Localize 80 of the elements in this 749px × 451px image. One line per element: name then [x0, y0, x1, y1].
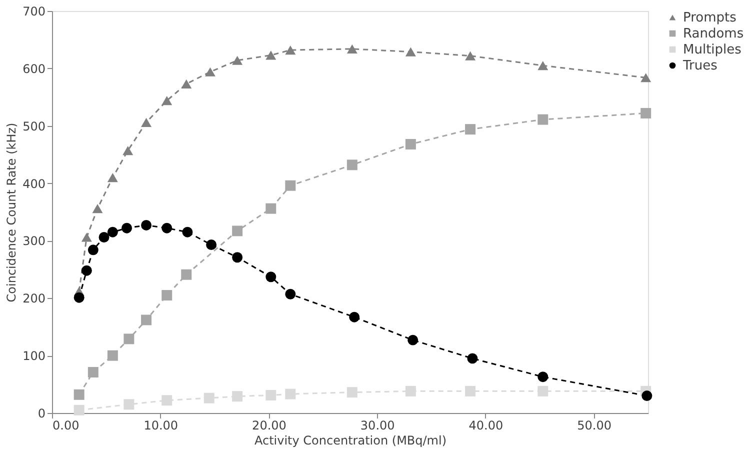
- point: [266, 272, 276, 282]
- y-tick-label: 400: [22, 176, 46, 191]
- point: [285, 46, 296, 55]
- point: [81, 265, 92, 276]
- point: [232, 56, 243, 65]
- point: [124, 334, 134, 344]
- y-tick-label: 700: [22, 4, 46, 18]
- x-tick-label: 20.00: [252, 418, 286, 432]
- point: [92, 204, 103, 214]
- point: [74, 389, 84, 400]
- point: [285, 288, 296, 300]
- point: [107, 173, 118, 182]
- x-tick-label: 40.00: [468, 418, 504, 432]
- point: [182, 226, 193, 238]
- point: [467, 353, 478, 364]
- x-tick-label: 50.00: [577, 418, 612, 432]
- point: [124, 399, 134, 410]
- point: [162, 290, 172, 301]
- point: [405, 47, 416, 56]
- legend-label: Trues: [682, 58, 718, 74]
- legend-label: Multiples: [683, 42, 742, 58]
- point: [405, 138, 416, 150]
- point: [538, 372, 548, 382]
- point: [181, 269, 192, 280]
- point: [81, 232, 92, 242]
- point: [232, 252, 243, 263]
- point: [405, 386, 416, 396]
- point: [266, 50, 276, 60]
- point: [640, 73, 652, 82]
- point: [465, 51, 476, 60]
- point: [538, 61, 548, 70]
- y-tick-label: 600: [22, 62, 46, 76]
- point: [204, 392, 214, 404]
- point: [346, 160, 358, 170]
- x-axis-title: Activity Concentration (MBq/ml): [254, 434, 447, 448]
- point: [88, 366, 98, 378]
- point: [538, 114, 548, 125]
- y-tick-label: 200: [22, 292, 46, 306]
- y-tick-label: 300: [22, 234, 46, 248]
- x-tick-label: 0.00: [52, 418, 80, 432]
- y-tick-label: 500: [22, 119, 46, 134]
- point: [98, 232, 110, 242]
- legend-label: Randoms: [683, 26, 744, 42]
- point: [74, 404, 84, 416]
- point: [162, 222, 172, 234]
- point: [349, 312, 360, 322]
- point: [232, 391, 243, 402]
- point: [141, 314, 152, 326]
- point: [465, 124, 476, 135]
- legend-label: Prompts: [683, 10, 737, 26]
- point: [642, 390, 652, 402]
- point: [346, 44, 358, 54]
- point: [640, 108, 652, 118]
- point: [408, 334, 418, 346]
- y-tick-label: 0: [38, 406, 46, 420]
- point: [162, 395, 172, 406]
- point: [465, 386, 476, 396]
- point: [141, 118, 152, 127]
- point: [88, 244, 98, 256]
- point: [204, 67, 216, 76]
- x-tick-label: 10.00: [144, 418, 178, 432]
- point: [232, 226, 243, 236]
- point: [181, 79, 192, 88]
- y-tick-label: 100: [22, 349, 46, 364]
- point: [206, 240, 217, 250]
- point: [141, 220, 152, 230]
- point: [266, 203, 276, 214]
- point: [346, 387, 358, 398]
- point: [107, 226, 118, 238]
- point: [538, 386, 548, 396]
- point: [122, 222, 132, 234]
- point: [285, 388, 296, 400]
- point: [266, 390, 276, 400]
- point: [285, 180, 296, 191]
- point: [107, 350, 118, 361]
- point: [74, 292, 84, 303]
- y-axis-title: Coincidence Count Rate (kHz): [4, 122, 19, 302]
- point: [122, 146, 134, 156]
- x-tick-label: 30.00: [360, 418, 395, 432]
- point: [162, 96, 172, 106]
